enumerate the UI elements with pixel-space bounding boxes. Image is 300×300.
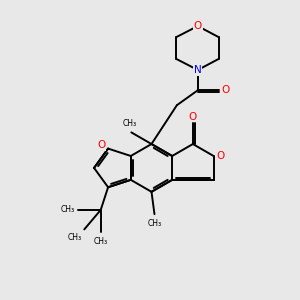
Text: CH₃: CH₃ [122, 119, 136, 128]
Text: O: O [221, 85, 230, 95]
Text: O: O [194, 21, 202, 31]
Text: CH₃: CH₃ [67, 233, 81, 242]
Text: CH₃: CH₃ [147, 219, 161, 228]
Text: O: O [98, 140, 106, 150]
Text: CH₃: CH₃ [94, 237, 108, 246]
Text: O: O [216, 151, 224, 161]
Text: O: O [189, 112, 197, 122]
Text: CH₃: CH₃ [61, 206, 75, 214]
Text: N: N [194, 65, 202, 75]
